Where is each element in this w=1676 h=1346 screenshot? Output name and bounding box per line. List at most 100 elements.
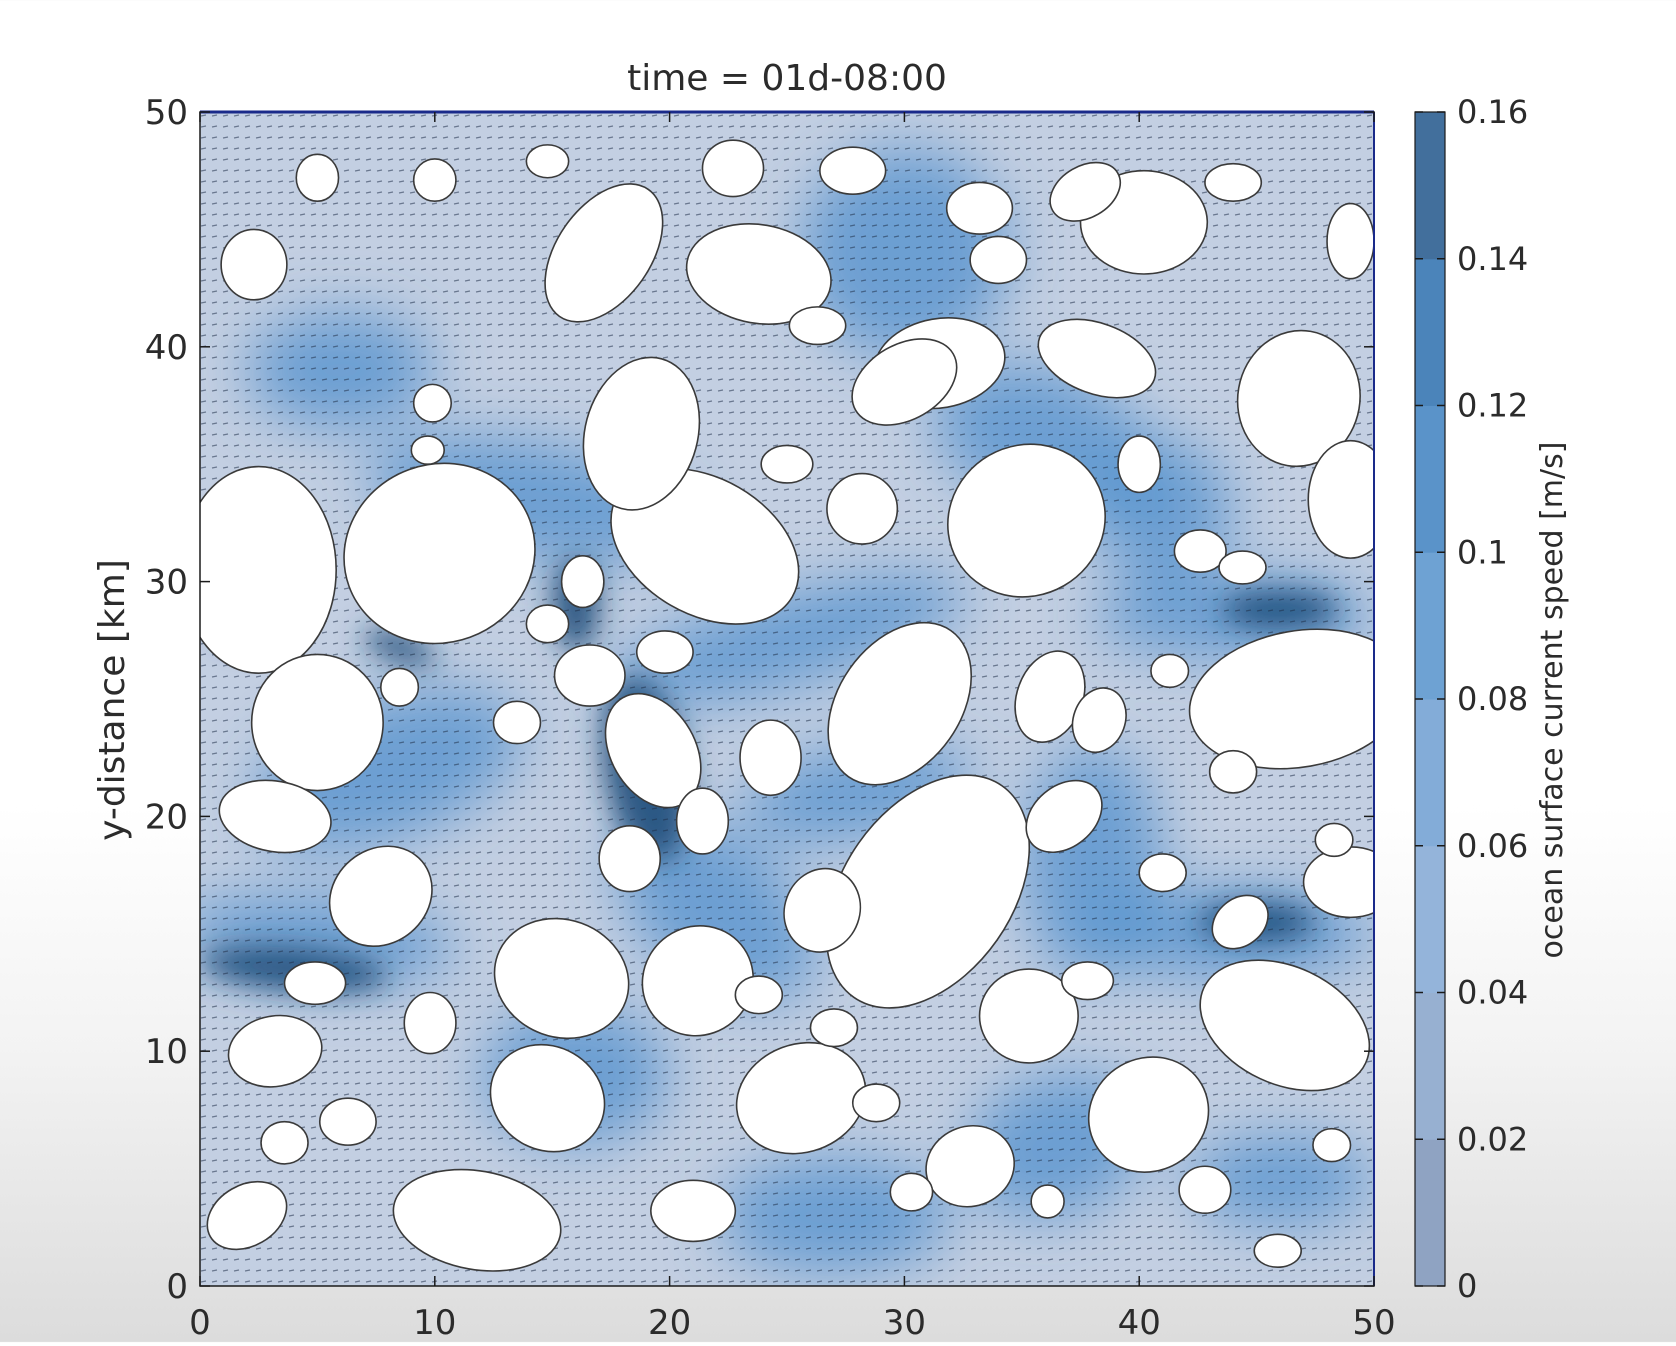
ice-floe — [739, 719, 802, 797]
ice-floe — [1117, 435, 1162, 494]
ice-floe — [1307, 439, 1374, 559]
ice-floe — [641, 924, 754, 1037]
colorbar-tick-label: 0.16 — [1457, 93, 1528, 131]
ice-floe — [392, 1168, 562, 1272]
ice-floe — [1188, 628, 1374, 770]
ice-floe — [978, 968, 1079, 1064]
colorbar-tick-label: 0.1 — [1457, 533, 1508, 571]
ice-floe — [1302, 846, 1374, 919]
ice-floe — [227, 1014, 323, 1088]
colorbar-segment — [1415, 1139, 1445, 1287]
colorbar-tick-label: 0.06 — [1457, 827, 1528, 865]
ice-floe — [582, 356, 701, 511]
ice-floe — [635, 630, 694, 674]
ice-floe — [1218, 550, 1267, 585]
ice-floe — [1060, 961, 1115, 1001]
y-tick-label: 50 — [145, 93, 188, 133]
ice-floe — [560, 554, 605, 609]
ice-floe — [1253, 1233, 1303, 1269]
ice-floe — [1178, 1165, 1232, 1215]
ice-floe — [328, 845, 433, 948]
ice-floe — [525, 144, 570, 179]
ice-floe — [1326, 202, 1374, 280]
x-tick-label: 30 — [883, 1303, 926, 1342]
ice-floe — [735, 1041, 867, 1155]
ice-floe — [379, 667, 420, 707]
ice-floe — [295, 153, 340, 203]
ice-floe — [851, 338, 958, 426]
ice-floe — [250, 653, 384, 792]
ice-floe — [1211, 894, 1269, 950]
ice-floe — [788, 306, 847, 346]
ice-floe — [493, 917, 630, 1040]
colorbar-segment — [1415, 552, 1445, 700]
ice-floe — [412, 158, 457, 203]
x-axis: 0 10 20 30 40 50 — [189, 112, 1396, 1343]
colorbar-segment — [1415, 845, 1445, 993]
ice-floe — [544, 183, 664, 323]
colorbar-tick-label: 0 — [1457, 1267, 1477, 1305]
colorbar-tick-label: 0.12 — [1457, 387, 1528, 425]
y-axis-label: y-distance [km] — [92, 559, 133, 841]
ice-floe — [1071, 687, 1127, 754]
ice-floe — [489, 1043, 606, 1153]
ice-floe — [1030, 1184, 1065, 1219]
colorbar-segment — [1415, 405, 1445, 553]
ice-floe — [809, 1008, 859, 1048]
ice-floe — [318, 1097, 377, 1146]
colorbar-tick-label: 0.08 — [1457, 680, 1528, 718]
colorbar-tick-label: 0.02 — [1457, 1120, 1528, 1158]
x-tick-label: 40 — [1118, 1303, 1161, 1342]
ice-floe — [819, 146, 887, 195]
ice-floe — [826, 472, 899, 545]
ice-floe — [1087, 1056, 1210, 1173]
ice-floe — [1236, 329, 1361, 468]
ice-floe — [1025, 779, 1103, 854]
ice-floe — [492, 700, 542, 745]
ice-floe — [206, 1180, 288, 1251]
y-tick-label: 40 — [145, 328, 188, 368]
chart-title: time = 01d-08:00 — [627, 58, 947, 99]
ice-floe — [969, 235, 1028, 285]
ice-floe — [1312, 1127, 1352, 1163]
ice-floe — [1138, 853, 1187, 893]
ice-floe — [889, 1172, 934, 1212]
colorbar-tick-label: 0.04 — [1457, 974, 1528, 1012]
ice-floe — [260, 1120, 309, 1165]
colorbar-segment — [1415, 112, 1445, 260]
ice-floe — [675, 787, 730, 855]
ice-floe — [1199, 959, 1371, 1092]
ice-floe — [218, 779, 332, 854]
ice-floe — [553, 644, 626, 707]
ice-floe — [734, 975, 784, 1015]
y-tick-label: 0 — [166, 1267, 188, 1307]
x-tick-label: 50 — [1352, 1303, 1395, 1342]
ice-floe — [1204, 162, 1263, 203]
ice-floe — [783, 867, 862, 953]
ice-floe — [760, 444, 814, 484]
ice-floe — [1037, 318, 1157, 399]
ice-floe — [412, 383, 453, 423]
ice-floe — [945, 181, 1014, 235]
ice-floe — [1049, 161, 1122, 222]
y-axis: 0 10 20 30 40 50 — [145, 93, 1374, 1307]
ice-floe — [701, 139, 765, 198]
ice-floes-layer — [200, 139, 1374, 1272]
colorbar: 0 0.02 0.04 0.06 0.08 0.1 0.12 0.14 0.16 — [1414, 93, 1528, 1305]
ice-floe — [410, 435, 445, 465]
plot-area — [200, 112, 1374, 1286]
ice-floe — [851, 1083, 901, 1123]
ice-floe — [827, 621, 973, 786]
x-tick-label: 0 — [189, 1303, 211, 1342]
y-tick-label: 30 — [145, 563, 188, 603]
ice-floe — [200, 465, 337, 674]
ice-floe — [403, 991, 457, 1055]
ice-floe — [1150, 653, 1190, 689]
ice-floe — [1173, 529, 1227, 574]
ice-floe — [1314, 822, 1354, 858]
ice-floe — [525, 604, 570, 644]
ice-floe — [1208, 749, 1258, 794]
ice-floe — [650, 1179, 737, 1243]
